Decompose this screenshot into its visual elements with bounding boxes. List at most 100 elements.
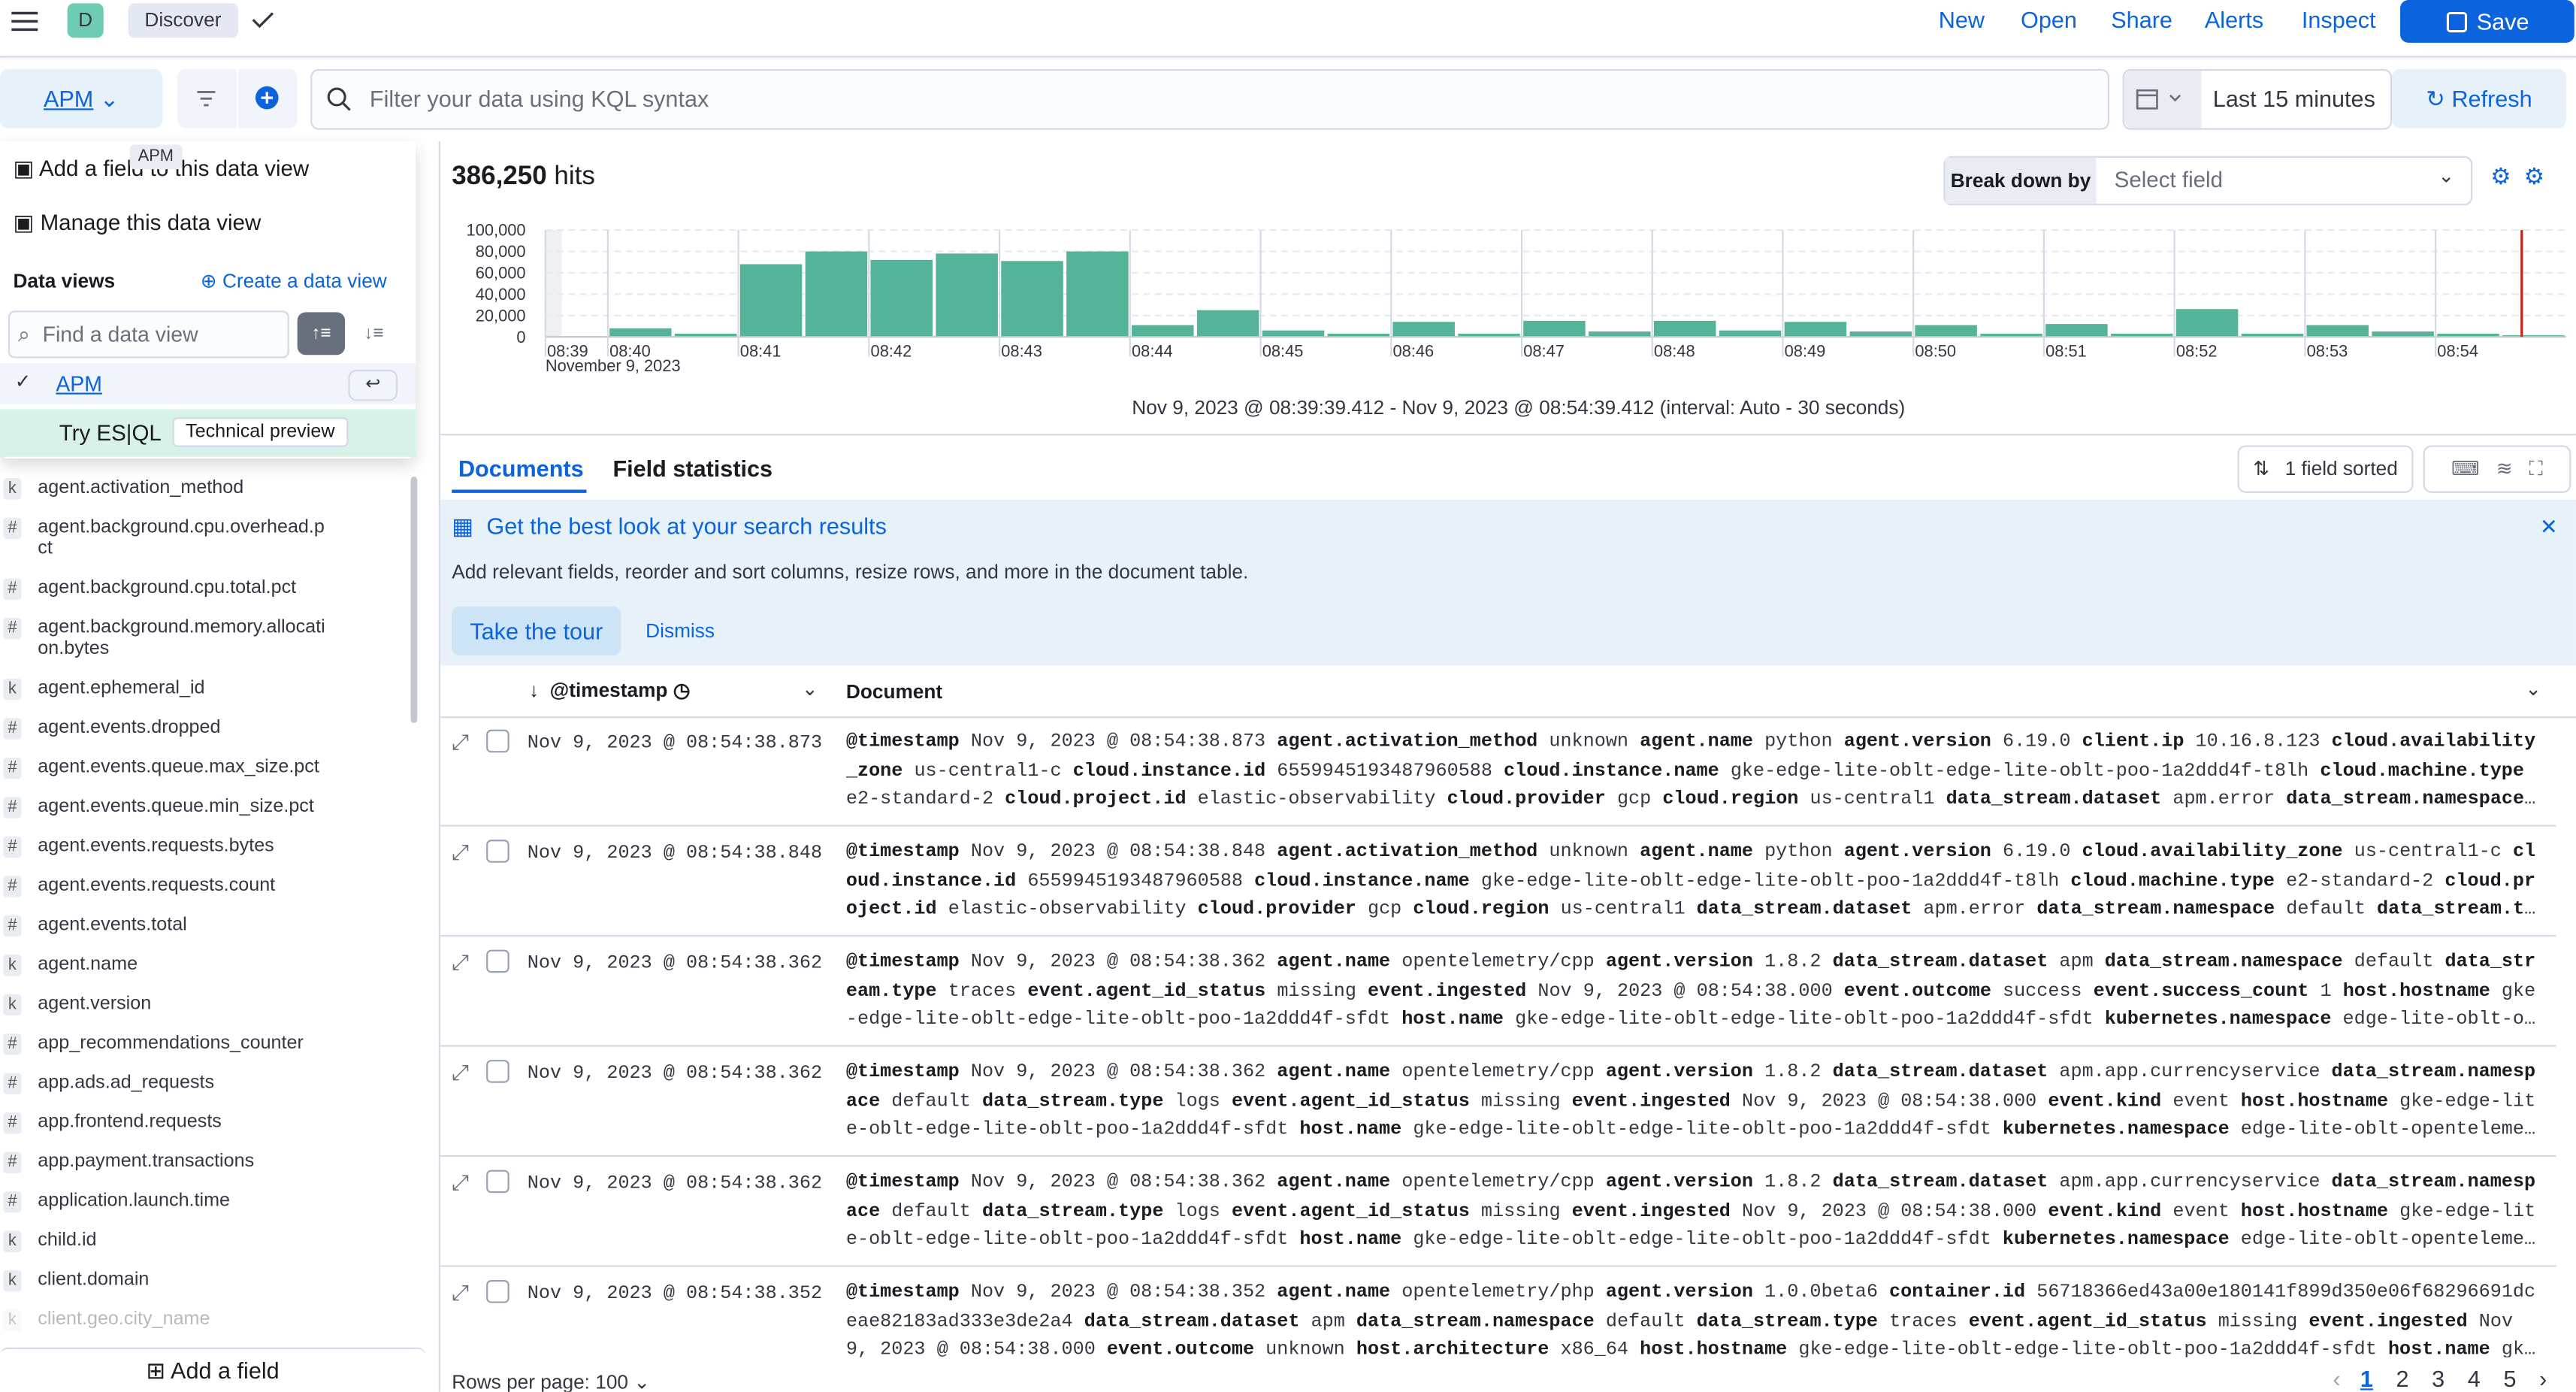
row-document: @timestamp Nov 9, 2023 @ 08:54:38.352 ag… [846,1279,2547,1365]
doc-field-key: event.agent_id_status [1027,980,1266,1002]
field-item[interactable]: # agent.events.queue.min_size.pct [0,788,334,828]
try-esql[interactable]: Try ES|QL [59,420,162,446]
field-item[interactable]: # application.launch.time [0,1183,334,1222]
save-button[interactable]: Save [2400,0,2574,43]
field-name: client.geo.city_name [38,1309,210,1330]
histogram-bar [936,253,998,337]
time-range[interactable]: Last 15 minutes [2212,85,2375,112]
doc-field-key: @timestamp [845,951,960,973]
nav-link[interactable]: Share [2111,6,2172,33]
table-row[interactable]: ⤢ Nov 9, 2023 @ 08:54:38.362 @timestamp No… [440,1157,2556,1267]
field-item[interactable]: # agent.events.dropped [0,710,334,749]
take-tour-button[interactable]: Take the tour [452,606,621,656]
field-item[interactable]: k client.domain [0,1262,334,1301]
app-breadcrumb[interactable]: Discover [128,3,238,38]
field-item[interactable]: # agent.background.cpu.overhead.pct [0,510,334,570]
histogram-bar [1392,322,1455,337]
next-page[interactable]: › [2539,1365,2547,1392]
data-view-search[interactable] [8,310,289,359]
date-picker[interactable] [2122,68,2393,130]
sort-asc-button[interactable]: ↑≡ [297,312,346,356]
nav-link[interactable]: Alerts [2204,6,2264,33]
selected-check: ✓ [14,369,32,393]
row-checkbox[interactable] [486,729,509,753]
nav-link[interactable]: New [1938,6,1985,33]
chart-options[interactable]: ⚙ ⚙ [2490,162,2545,189]
refresh-button[interactable]: ↻ Refresh [2392,68,2566,129]
prev-page[interactable]: ‹ [2333,1365,2341,1392]
doc-field-key: agent.version [1605,951,1753,973]
table-row[interactable]: ⤢ Nov 9, 2023 @ 08:54:38.362 @timestamp No… [440,937,2556,1047]
nav-link[interactable]: Open [2021,6,2077,33]
expand-icon[interactable]: ⤢ [452,840,469,864]
create-data-view[interactable]: ⊕ Create a data view [200,269,387,293]
data-view-option[interactable] [0,363,416,404]
field-item[interactable]: # agent.background.memory.allocation.byte… [0,610,334,670]
tab-documents[interactable]: Documents [458,455,584,482]
selected-data-view[interactable]: APM [56,371,102,396]
table-row[interactable]: ⤢ Nov 9, 2023 @ 08:54:38.362 @timestamp No… [440,1047,2556,1157]
expand-icon[interactable]: ⤢ [452,729,469,755]
x-tick-label: 08:39 [547,341,588,360]
row-checkbox[interactable] [486,1170,509,1194]
menu-icon[interactable] [10,8,39,35]
expand-icon[interactable]: ⤢ [452,1170,469,1195]
histogram-bar [805,251,868,337]
row-checkbox[interactable] [486,1060,509,1083]
doc-field-value: logs [1175,1200,1220,1222]
table-row[interactable]: ⤢ Nov 9, 2023 @ 08:54:38.848 @timestamp No… [440,827,2556,937]
column-menu[interactable]: ⌄ [801,676,818,701]
tab-field-statistics[interactable]: Field statistics [612,455,773,482]
field-item[interactable]: # app.payment.transactions [0,1144,334,1183]
callout-close[interactable]: ✕ [2539,514,2558,540]
row-checkbox[interactable] [486,949,509,973]
page-link[interactable]: 2 [2396,1365,2409,1392]
column-menu[interactable]: ⌄ [2525,676,2542,701]
page-link[interactable]: 3 [2432,1365,2445,1392]
field-item[interactable]: # agent.events.total [0,907,334,946]
doc-field-value: Nov 9, 2023 @ 08:54:38.000 [1537,980,1833,1002]
page-link[interactable]: 5 [2503,1365,2517,1392]
field-item[interactable]: # app_recommendations_counter [0,1025,334,1064]
time-range-summary: Nov 9, 2023 @ 08:39:39.412 - Nov 9, 2023… [1132,395,1906,419]
section-divider [440,434,2576,436]
dismiss-button[interactable]: Dismiss [646,619,715,643]
data-view-picker[interactable]: APM ⌄ [0,68,163,129]
row-checkbox[interactable] [486,1280,509,1303]
doc-field-value: 1 [2320,980,2332,1002]
sort-desc-button[interactable]: ↓≡ [364,323,384,343]
expand-icon[interactable]: ⤢ [452,949,469,975]
rows-per-page[interactable]: Rows per page: 100 ⌄ [452,1370,650,1391]
field-item[interactable]: # agent.events.queue.max_size.pct [0,749,334,788]
field-item[interactable]: k agent.name [0,946,334,985]
table-row[interactable]: ⤢ Nov 9, 2023 @ 08:54:38.873 @timestamp No… [440,716,2556,827]
field-item[interactable]: k client.geo.city_name [0,1301,334,1336]
table-toolbar[interactable]: ⌨ ≋ ⛶ [2423,445,2571,493]
page-link[interactable]: 4 [2467,1365,2481,1392]
field-item[interactable]: # agent.background.cpu.total.pct [0,570,334,610]
field-item[interactable]: k child.id [0,1223,334,1262]
add-field-button[interactable]: ⊞ Add a field [0,1347,426,1392]
field-item[interactable]: # agent.events.requests.bytes [0,828,334,867]
timestamp-column[interactable]: ↓ @timestamp ◷ [528,678,691,702]
field-item[interactable]: k agent.ephemeral_id [0,670,334,710]
check-icon[interactable] [251,10,274,29]
expand-icon[interactable]: ⤢ [452,1280,469,1305]
table-row[interactable]: ⤢ Nov 9, 2023 @ 08:54:38.352 @timestamp No… [440,1267,2556,1378]
field-item[interactable]: # app.ads.ad_requests [0,1065,334,1104]
column-label: @timestamp [549,678,668,702]
page-link[interactable]: 1 [2360,1365,2373,1392]
field-item[interactable]: # agent.events.requests.count [0,867,334,906]
nav-link[interactable]: Inspect [2301,6,2376,33]
doc-field-key: event.ingested [1368,980,1527,1002]
space-avatar[interactable]: D [67,3,104,38]
field-item[interactable]: k agent.activation_method [0,470,334,509]
popover-item[interactable]: ▣ Manage this data view [13,210,262,235]
breakdown-select[interactable] [1943,156,2473,206]
field-item[interactable]: k agent.version [0,986,334,1025]
row-checkbox[interactable] [486,840,509,863]
expand-icon[interactable]: ⤢ [452,1060,469,1085]
field-item[interactable]: # app.frontend.requests [0,1104,334,1143]
sort-button[interactable]: ⇅ 1 field sorted [2237,445,2414,493]
kql-search-input[interactable] [310,68,2110,130]
